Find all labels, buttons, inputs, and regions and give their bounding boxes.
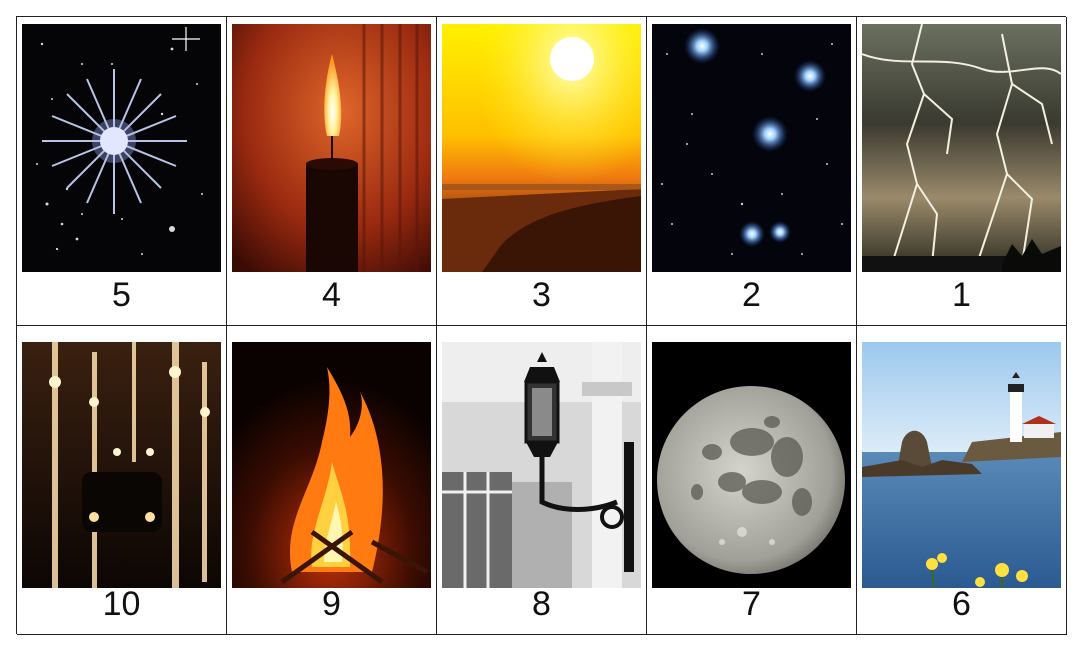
card-number: 6 <box>952 585 971 623</box>
grid-row-top: 5 <box>17 17 1067 326</box>
image-grid: 5 <box>16 16 1067 635</box>
card-sun: 3 <box>437 17 647 326</box>
campfire-image <box>232 342 431 588</box>
card-number: 8 <box>532 585 551 623</box>
card-campfire: 9 <box>227 326 437 635</box>
card-number: 5 <box>112 276 131 314</box>
card-number: 9 <box>322 585 341 623</box>
sun-image <box>442 24 641 272</box>
card-car-headlights: 10 <box>17 326 227 635</box>
street-lamp-image <box>442 342 641 588</box>
star-cluster-image <box>652 24 851 272</box>
card-number: 10 <box>102 585 141 623</box>
card-number: 1 <box>952 276 971 314</box>
full-moon-image <box>652 342 851 588</box>
grid-row-bottom: 10 <box>17 326 1067 635</box>
card-number: 3 <box>532 276 551 314</box>
lighthouse-image <box>862 342 1061 588</box>
card-moon: 7 <box>647 326 857 635</box>
bright-star-image <box>22 24 221 272</box>
card-candle: 4 <box>227 17 437 326</box>
car-headlights-image <box>22 342 221 588</box>
card-lighthouse: 6 <box>857 326 1067 635</box>
card-bright-star: 5 <box>17 17 227 326</box>
card-street-lamp: 8 <box>437 326 647 635</box>
card-number: 4 <box>322 276 341 314</box>
lightning-image <box>862 24 1061 272</box>
card-star-cluster: 2 <box>647 17 857 326</box>
card-number: 2 <box>742 276 761 314</box>
card-number: 7 <box>742 585 761 623</box>
card-lightning: 1 <box>857 17 1067 326</box>
candle-flame-image <box>232 24 431 272</box>
